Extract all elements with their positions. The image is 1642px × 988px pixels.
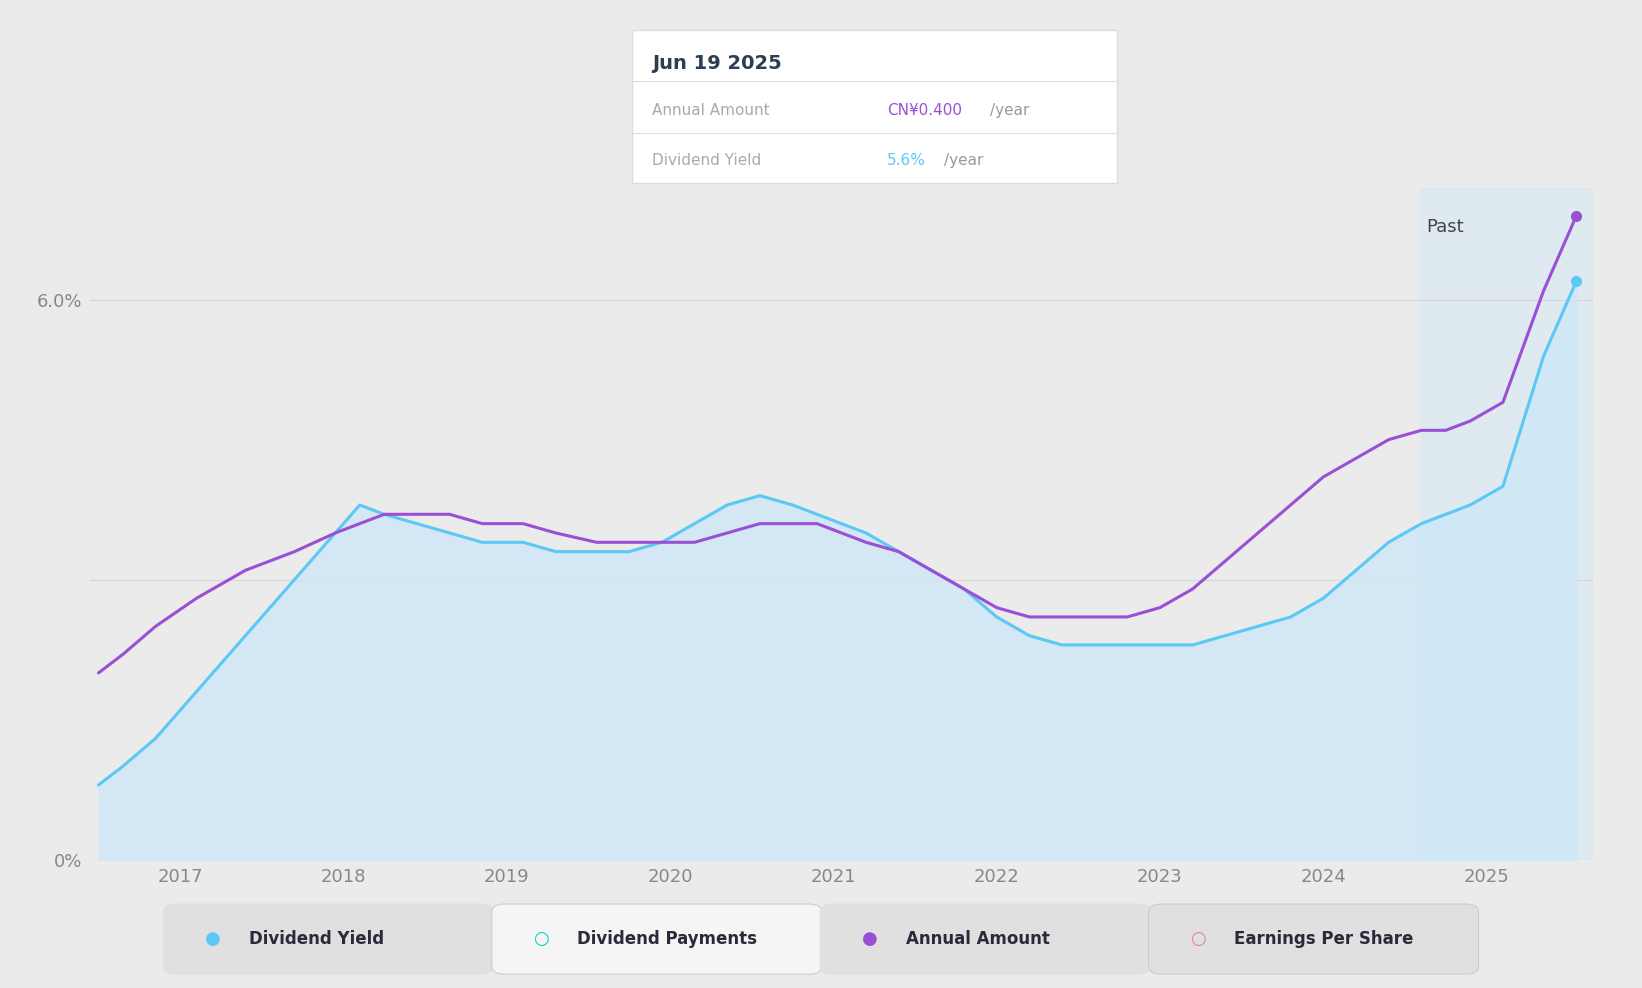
- Text: ○: ○: [534, 930, 548, 948]
- Text: ●: ●: [862, 930, 877, 948]
- Text: Dividend Yield: Dividend Yield: [652, 152, 762, 168]
- Text: ●: ●: [205, 930, 220, 948]
- Text: /year: /year: [944, 152, 984, 168]
- Text: Annual Amount: Annual Amount: [906, 930, 1049, 948]
- Text: CN¥0.400: CN¥0.400: [887, 103, 962, 119]
- Text: Annual Amount: Annual Amount: [652, 103, 770, 119]
- Text: /year: /year: [990, 103, 1030, 119]
- Text: Dividend Yield: Dividend Yield: [248, 930, 384, 948]
- Text: Jun 19 2025: Jun 19 2025: [652, 54, 782, 73]
- Text: 5.6%: 5.6%: [887, 152, 926, 168]
- Text: ○: ○: [1190, 930, 1205, 948]
- Bar: [1422, 188, 1593, 860]
- Text: Earnings Per Share: Earnings Per Share: [1235, 930, 1414, 948]
- Text: Past: Past: [1427, 218, 1463, 236]
- Text: Dividend Payments: Dividend Payments: [578, 930, 757, 948]
